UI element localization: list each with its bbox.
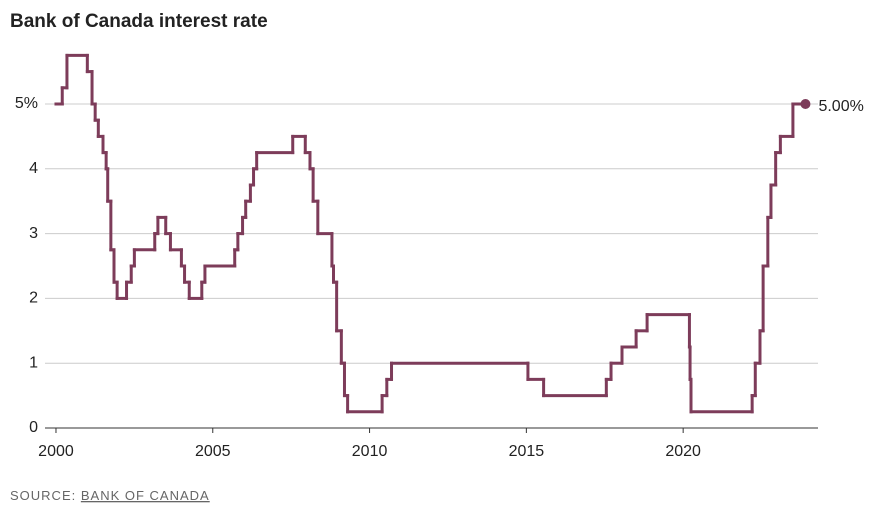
x-tick-label: 2010 bbox=[352, 443, 388, 460]
x-tick-label: 2020 bbox=[665, 443, 701, 460]
x-tick-label: 2005 bbox=[195, 443, 231, 460]
x-tick-label: 2000 bbox=[38, 443, 74, 460]
source-prefix: SOURCE: bbox=[10, 488, 76, 503]
source-name: BANK OF CANADA bbox=[81, 488, 210, 503]
source: SOURCE: BANK OF CANADA bbox=[10, 488, 210, 503]
y-tick-label: 1 bbox=[29, 354, 38, 371]
y-tick-label: 4 bbox=[29, 160, 38, 177]
end-point bbox=[800, 99, 811, 109]
y-tick-label: 2 bbox=[29, 290, 38, 307]
y-tick-label: 3 bbox=[29, 225, 38, 242]
end-label: 5.00% bbox=[818, 98, 863, 115]
y-tick-label: 5% bbox=[15, 95, 38, 112]
chart-title: Bank of Canada interest rate bbox=[10, 11, 268, 32]
x-tick-label: 2015 bbox=[509, 443, 545, 460]
y-tick-label: 0 bbox=[29, 419, 38, 436]
